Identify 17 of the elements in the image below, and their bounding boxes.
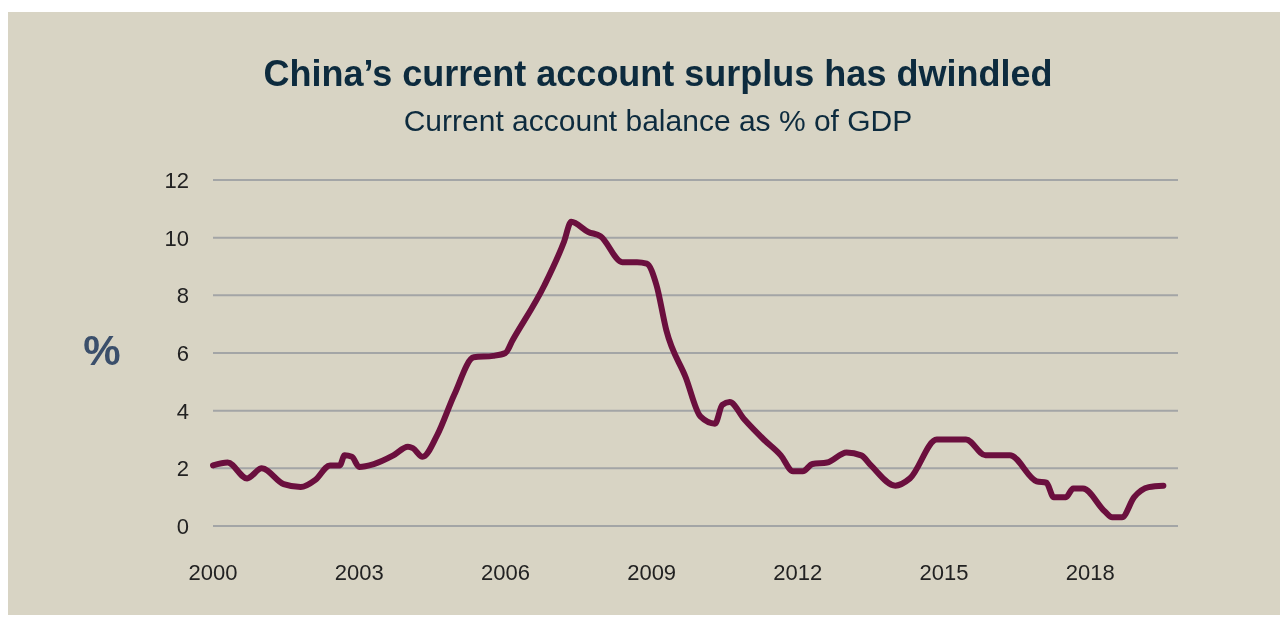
- x-tick-label: 2015: [919, 560, 969, 585]
- chart-subtitle: Current account balance as % of GDP: [403, 104, 913, 137]
- y-tick-label: 0: [176, 514, 189, 539]
- y-axis-title: %: [83, 327, 121, 374]
- y-tick-label: 6: [176, 341, 189, 366]
- x-tick-label: 2000: [188, 560, 238, 585]
- y-tick-label: 2: [176, 456, 189, 482]
- x-tick-label: 2003: [334, 560, 384, 585]
- chart-title: China’s current account surplus has dwindled: [263, 53, 1053, 94]
- x-tick-label: 2009: [627, 560, 677, 585]
- y-tick-label: 4: [176, 398, 189, 424]
- y-tick-label: 8: [176, 283, 189, 309]
- x-tick-label: 2006: [480, 560, 530, 585]
- y-tick-label: 10: [164, 225, 189, 251]
- x-tick-label: 2012: [773, 560, 823, 585]
- x-tick-label: 2018: [1065, 560, 1115, 585]
- y-tick-label: 12: [164, 168, 189, 193]
